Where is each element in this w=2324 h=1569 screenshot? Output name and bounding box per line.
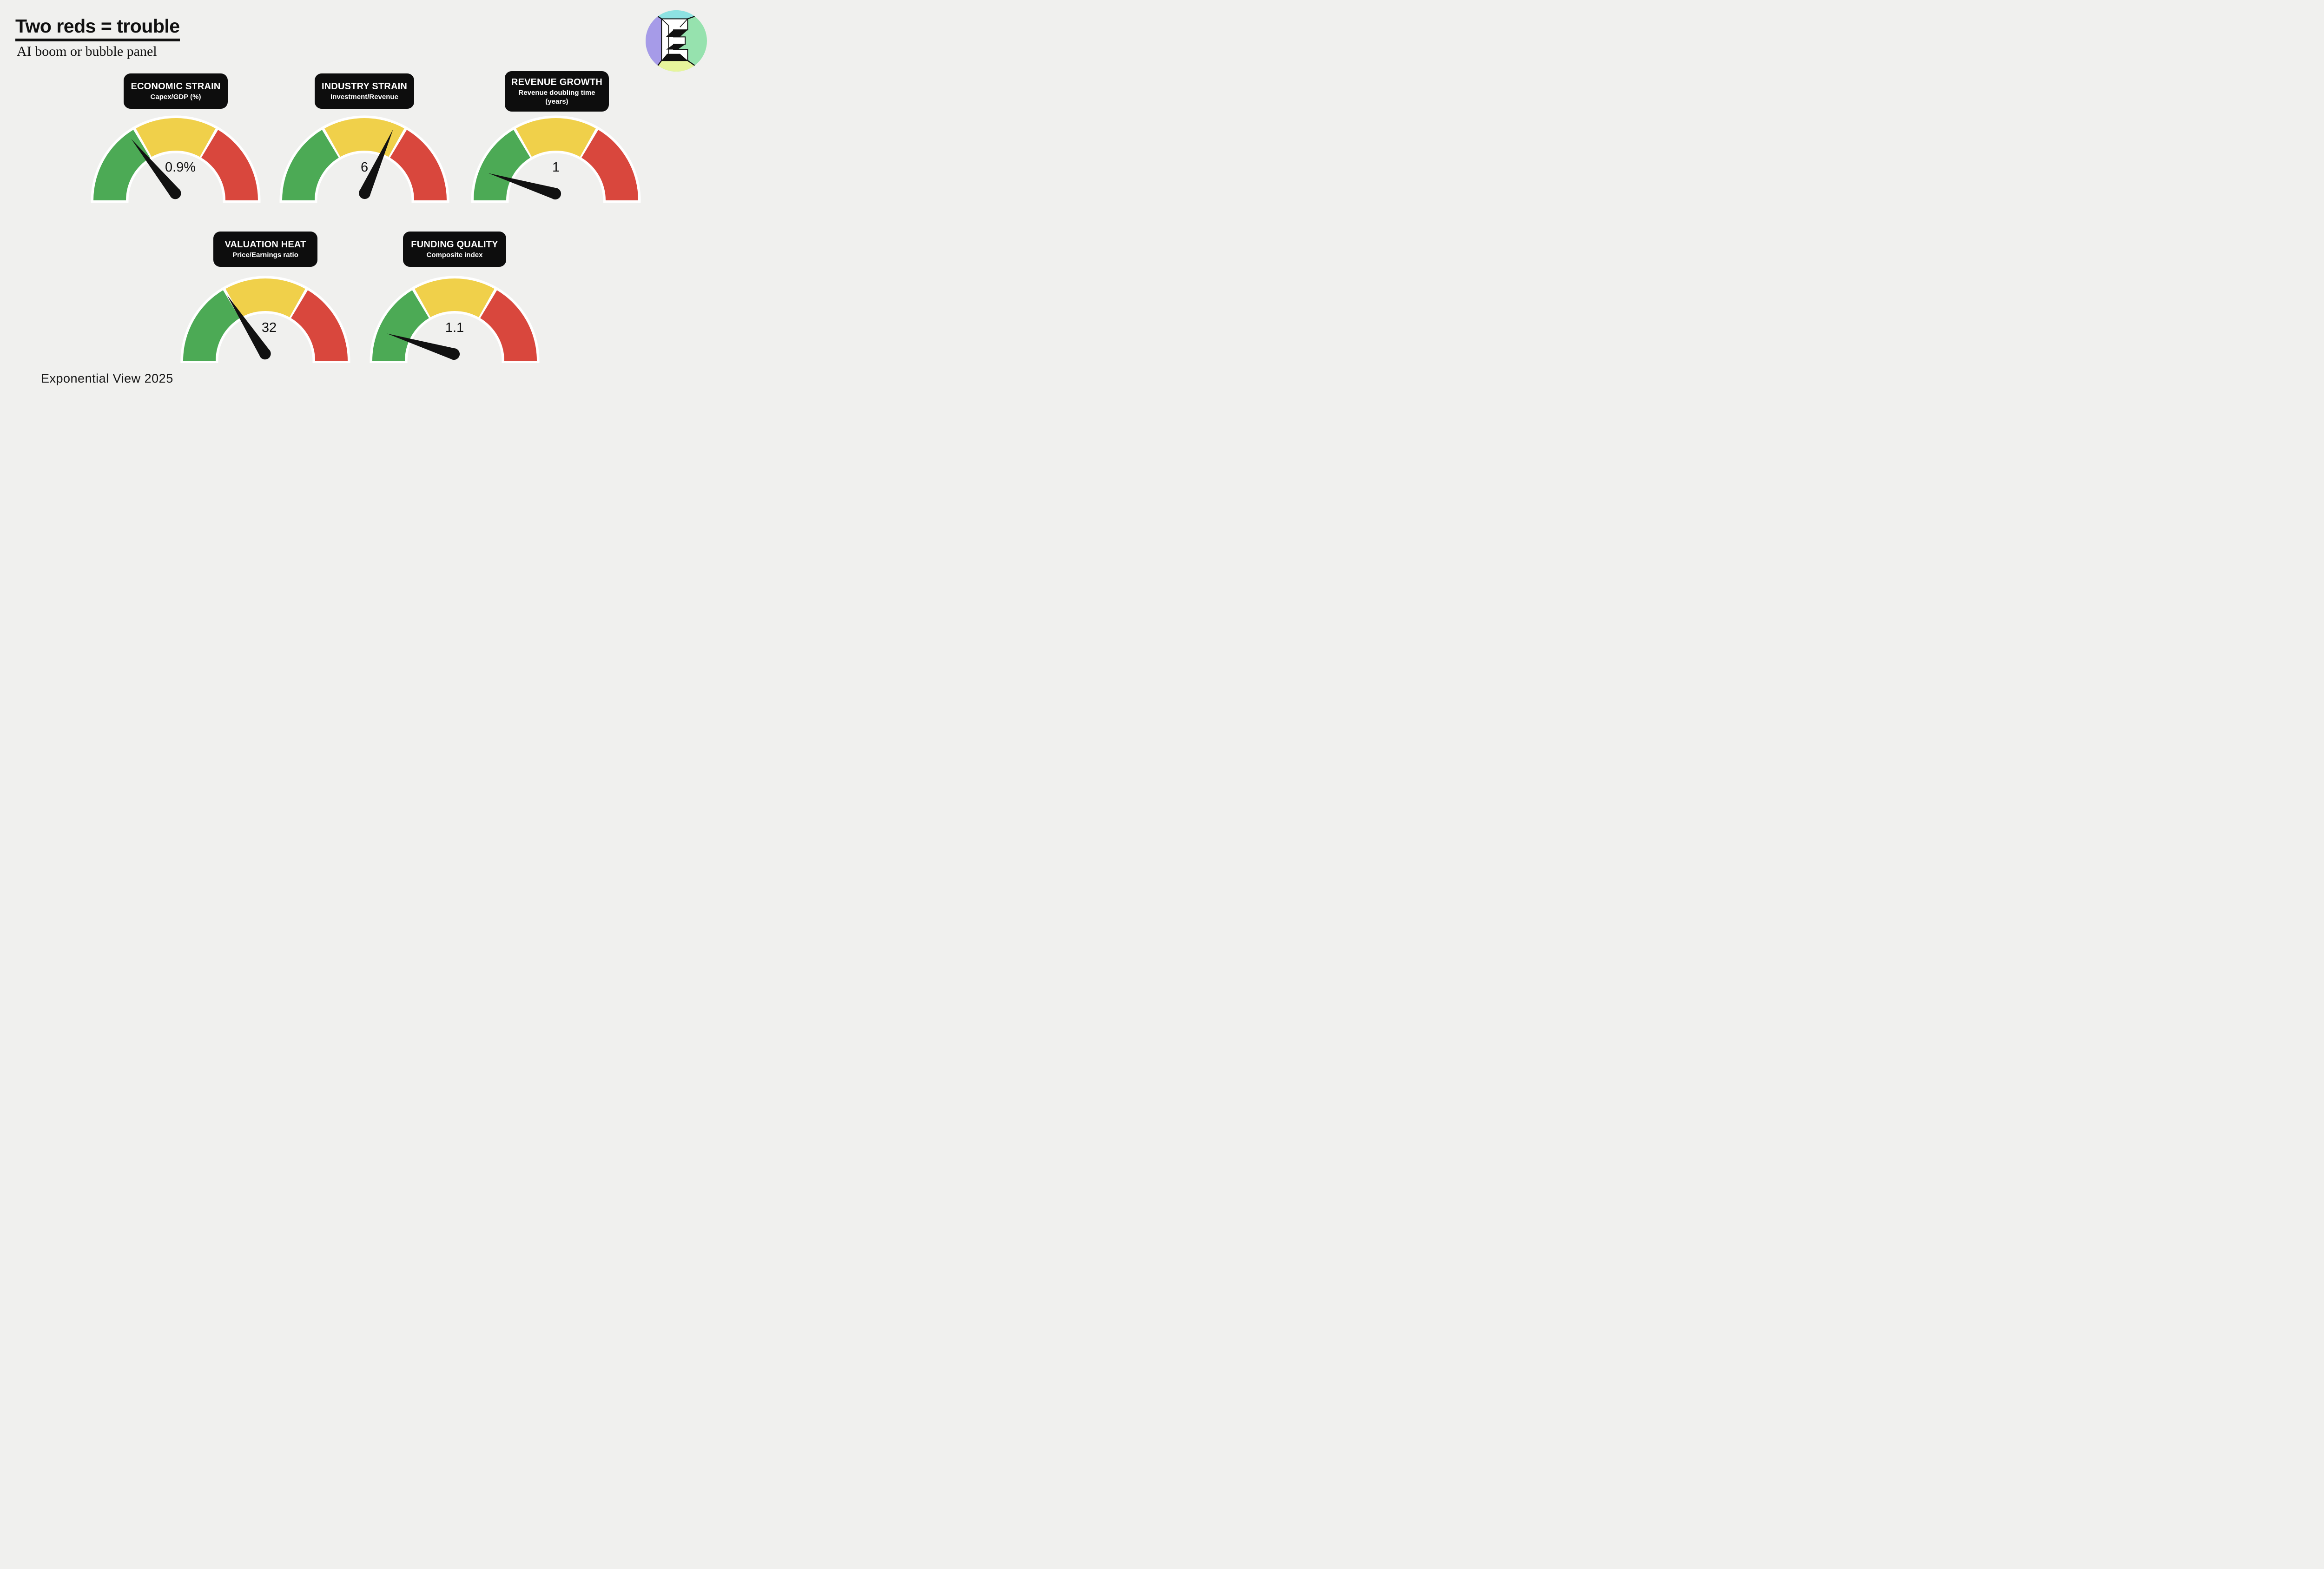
gauge-label-economic-strain: ECONOMIC STRAIN Capex/GDP (%) [124,73,228,109]
gauge-label-valuation-heat: VALUATION HEAT Price/Earnings ratio [213,232,317,267]
gauge-value: 0.9% [165,160,196,175]
gauge-label-funding-quality: FUNDING QUALITY Composite index [403,232,506,267]
gauge-segment-red [201,130,258,200]
gauge-segment-green [372,290,429,361]
logo-left-sector [646,16,662,66]
page-subtitle: AI boom or bubble panel [17,44,157,59]
gauge-subtitle: Revenue doubling time (years) [518,88,595,106]
logo-letter-e: E [661,18,688,61]
gauge-title: FUNDING QUALITY [411,239,498,250]
gauge-valuation-heat: 32 [180,276,350,363]
logo-diagonal-lines [657,16,695,66]
gauge-subtitle: Investment/Revenue [330,93,398,101]
gauge-segment-yellow [225,278,305,318]
gauge-label-industry-strain: INDUSTRY STRAIN Investment/Revenue [315,73,414,109]
page-title: Two reds = trouble [15,15,180,41]
gauge-economic-strain: 0.9% [91,115,261,203]
gauge-subtitle: Price/Earnings ratio [232,251,298,259]
gauge-segment-yellow [415,278,495,318]
gauge-needle [131,139,181,199]
gauge-segment-yellow [516,118,596,157]
gauge-title: REVENUE GROWTH [511,77,603,87]
gauge-segment-red [581,130,638,200]
gauge-needle [227,295,271,360]
logo-top-sector [658,10,695,19]
gauge-segment-green [282,130,339,200]
gauge-label-revenue-growth: REVENUE GROWTH Revenue doubling time (ye… [505,71,609,112]
logo-bottom-sector [658,60,695,72]
gauge-segment-red [291,290,348,361]
gauge-revenue-growth: 1 [471,115,641,203]
gauge-segment-green [183,290,240,361]
gauge-value: 1 [552,160,560,175]
gauge-segment-green [474,130,530,200]
gauge-value: 6 [361,160,368,175]
gauge-needle [488,173,561,199]
gauge-value: 32 [262,320,277,335]
gauge-title: INDUSTRY STRAIN [321,81,408,92]
gauge-title: ECONOMIC STRAIN [131,81,221,92]
gauge-segment-red [390,130,447,200]
gauge-needle [359,129,393,199]
gauge-segment-yellow [136,118,216,157]
infographic-canvas: Two reds = trouble AI boom or bubble pan… [0,0,729,410]
gauge-funding-quality: 1.1 [370,276,540,363]
gauge-value: 1.1 [445,320,464,335]
gauge-industry-strain: 6 [279,115,449,203]
footer-credit: Exponential View 2025 [41,371,173,385]
gauge-subtitle: Capex/GDP (%) [150,93,201,101]
exponential-view-logo: E [646,10,707,72]
gauge-segment-red [480,290,537,361]
gauge-subtitle: Composite index [426,251,483,259]
gauge-needle [387,333,460,360]
gauge-segment-green [93,130,150,200]
gauge-title: VALUATION HEAT [224,239,306,250]
